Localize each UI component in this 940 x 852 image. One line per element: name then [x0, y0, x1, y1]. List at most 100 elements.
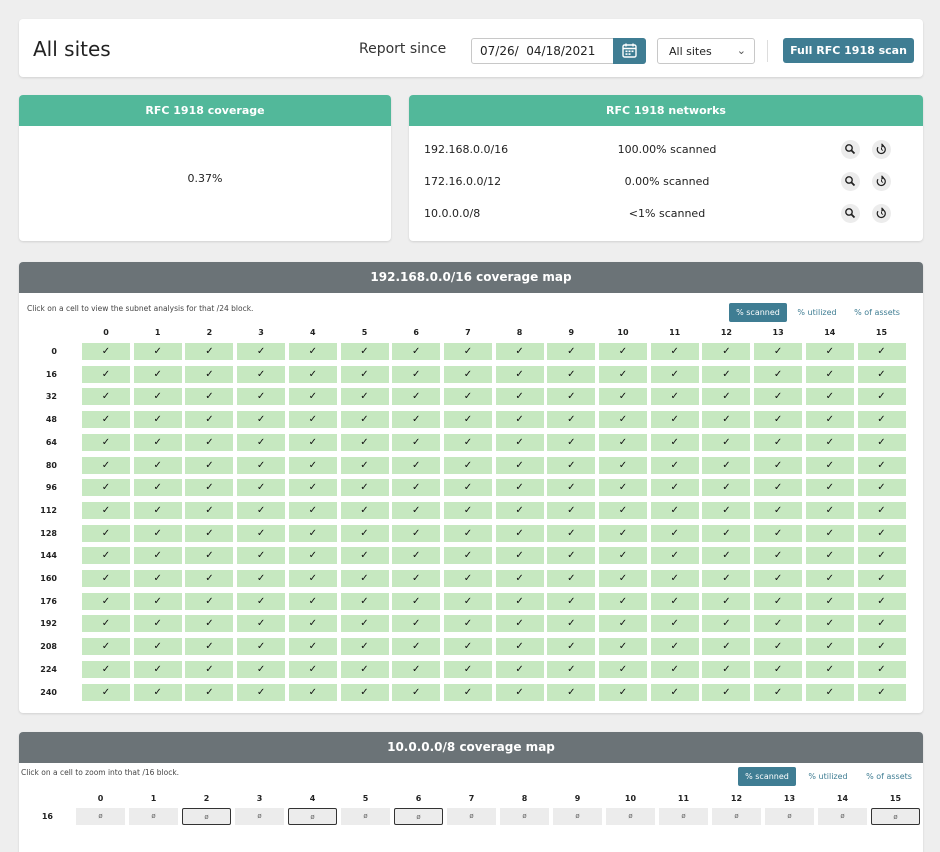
- subnet-cell[interactable]: ✓: [340, 456, 389, 474]
- subnet-cell[interactable]: ✓: [547, 592, 596, 610]
- subnet-cell[interactable]: ✓: [392, 365, 441, 383]
- subnet-cell[interactable]: ✓: [340, 479, 389, 497]
- subnet-cell[interactable]: ✓: [237, 411, 286, 429]
- subnet-cell[interactable]: ✓: [805, 479, 854, 497]
- subnet-cell[interactable]: ✓: [495, 547, 544, 565]
- subnet-cell[interactable]: ✓: [754, 433, 803, 451]
- block-cell[interactable]: ø: [659, 808, 708, 825]
- subnet-cell[interactable]: ✓: [599, 365, 647, 383]
- subnet-cell[interactable]: ✓: [82, 615, 130, 633]
- subnet-cell[interactable]: ✓: [185, 388, 234, 406]
- subnet-cell[interactable]: ✓: [443, 660, 492, 678]
- subnet-cell[interactable]: ✓: [547, 660, 596, 678]
- subnet-cell[interactable]: ✓: [340, 615, 389, 633]
- subnet-cell[interactable]: ✓: [805, 660, 854, 678]
- subnet-cell[interactable]: ✓: [237, 524, 286, 542]
- subnet-cell[interactable]: ✓: [857, 570, 906, 587]
- subnet-cell[interactable]: ✓: [133, 638, 182, 656]
- subnet-cell[interactable]: ✓: [754, 479, 803, 497]
- search-button[interactable]: [841, 140, 860, 159]
- subnet-cell[interactable]: ✓: [392, 411, 441, 429]
- block-cell-selected[interactable]: ø: [871, 808, 920, 825]
- subnet-cell[interactable]: ✓: [857, 638, 906, 656]
- subnet-cell[interactable]: ✓: [133, 343, 182, 360]
- subnet-cell[interactable]: ✓: [133, 592, 182, 610]
- subnet-cell[interactable]: ✓: [82, 638, 130, 656]
- subnet-cell[interactable]: ✓: [650, 570, 699, 587]
- subnet-cell[interactable]: ✓: [392, 433, 441, 451]
- block-cell-selected[interactable]: ø: [288, 808, 337, 825]
- subnet-cell[interactable]: ✓: [599, 456, 647, 474]
- subnet-cell[interactable]: ✓: [237, 638, 286, 656]
- subnet-cell[interactable]: ✓: [443, 411, 492, 429]
- subnet-cell[interactable]: ✓: [443, 547, 492, 565]
- subnet-cell[interactable]: ✓: [443, 683, 492, 701]
- subnet-cell[interactable]: ✓: [599, 343, 647, 360]
- subnet-cell[interactable]: ✓: [599, 570, 647, 587]
- block-cell[interactable]: ø: [712, 808, 761, 825]
- subnet-cell[interactable]: ✓: [857, 615, 906, 633]
- subnet-cell[interactable]: ✓: [288, 592, 337, 610]
- date-field[interactable]: 07/26/ 04/18/2021: [471, 38, 646, 64]
- subnet-cell[interactable]: ✓: [82, 524, 130, 542]
- subnet-cell[interactable]: ✓: [650, 365, 699, 383]
- subnet-cell[interactable]: ✓: [495, 433, 544, 451]
- subnet-cell[interactable]: ✓: [754, 592, 803, 610]
- block-cell[interactable]: ø: [341, 808, 390, 825]
- subnet-cell[interactable]: ✓: [133, 433, 182, 451]
- subnet-cell[interactable]: ✓: [495, 501, 544, 519]
- subnet-cell[interactable]: ✓: [857, 524, 906, 542]
- subnet-cell[interactable]: ✓: [857, 501, 906, 519]
- subnet-cell[interactable]: ✓: [82, 683, 130, 701]
- subnet-cell[interactable]: ✓: [702, 388, 751, 406]
- block-cell[interactable]: ø: [553, 808, 602, 825]
- subnet-cell[interactable]: ✓: [495, 411, 544, 429]
- subnet-cell[interactable]: ✓: [495, 638, 544, 656]
- subnet-cell[interactable]: ✓: [340, 547, 389, 565]
- toggle-pct-utilized[interactable]: % utilized: [797, 308, 837, 317]
- subnet-cell[interactable]: ✓: [237, 456, 286, 474]
- subnet-cell[interactable]: ✓: [547, 615, 596, 633]
- subnet-cell[interactable]: ✓: [754, 524, 803, 542]
- subnet-cell[interactable]: ✓: [754, 411, 803, 429]
- subnet-cell[interactable]: ✓: [702, 433, 751, 451]
- subnet-cell[interactable]: ✓: [650, 433, 699, 451]
- subnet-cell[interactable]: ✓: [288, 638, 337, 656]
- subnet-cell[interactable]: ✓: [82, 501, 130, 519]
- subnet-cell[interactable]: ✓: [392, 501, 441, 519]
- subnet-cell[interactable]: ✓: [133, 456, 182, 474]
- subnet-cell[interactable]: ✓: [82, 456, 130, 474]
- subnet-cell[interactable]: ✓: [599, 638, 647, 656]
- subnet-cell[interactable]: ✓: [547, 411, 596, 429]
- subnet-cell[interactable]: ✓: [392, 615, 441, 633]
- subnet-cell[interactable]: ✓: [340, 365, 389, 383]
- subnet-cell[interactable]: ✓: [754, 456, 803, 474]
- subnet-cell[interactable]: ✓: [340, 343, 389, 360]
- subnet-cell[interactable]: ✓: [650, 501, 699, 519]
- subnet-cell[interactable]: ✓: [650, 411, 699, 429]
- subnet-cell[interactable]: ✓: [288, 456, 337, 474]
- subnet-cell[interactable]: ✓: [599, 388, 647, 406]
- subnet-cell[interactable]: ✓: [495, 388, 544, 406]
- subnet-cell[interactable]: ✓: [599, 433, 647, 451]
- block-cell[interactable]: ø: [765, 808, 814, 825]
- subnet-cell[interactable]: ✓: [650, 388, 699, 406]
- subnet-cell[interactable]: ✓: [392, 479, 441, 497]
- subnet-cell[interactable]: ✓: [857, 683, 906, 701]
- subnet-cell[interactable]: ✓: [340, 411, 389, 429]
- subnet-cell[interactable]: ✓: [237, 570, 286, 587]
- subnet-cell[interactable]: ✓: [599, 479, 647, 497]
- subnet-cell[interactable]: ✓: [754, 615, 803, 633]
- subnet-cell[interactable]: ✓: [133, 365, 182, 383]
- subnet-cell[interactable]: ✓: [185, 433, 234, 451]
- subnet-cell[interactable]: ✓: [392, 592, 441, 610]
- subnet-cell[interactable]: ✓: [288, 433, 337, 451]
- subnet-cell[interactable]: ✓: [82, 660, 130, 678]
- subnet-cell[interactable]: ✓: [185, 683, 234, 701]
- subnet-cell[interactable]: ✓: [185, 365, 234, 383]
- subnet-cell[interactable]: ✓: [857, 660, 906, 678]
- subnet-cell[interactable]: ✓: [702, 524, 751, 542]
- subnet-cell[interactable]: ✓: [133, 615, 182, 633]
- subnet-cell[interactable]: ✓: [805, 501, 854, 519]
- subnet-cell[interactable]: ✓: [133, 660, 182, 678]
